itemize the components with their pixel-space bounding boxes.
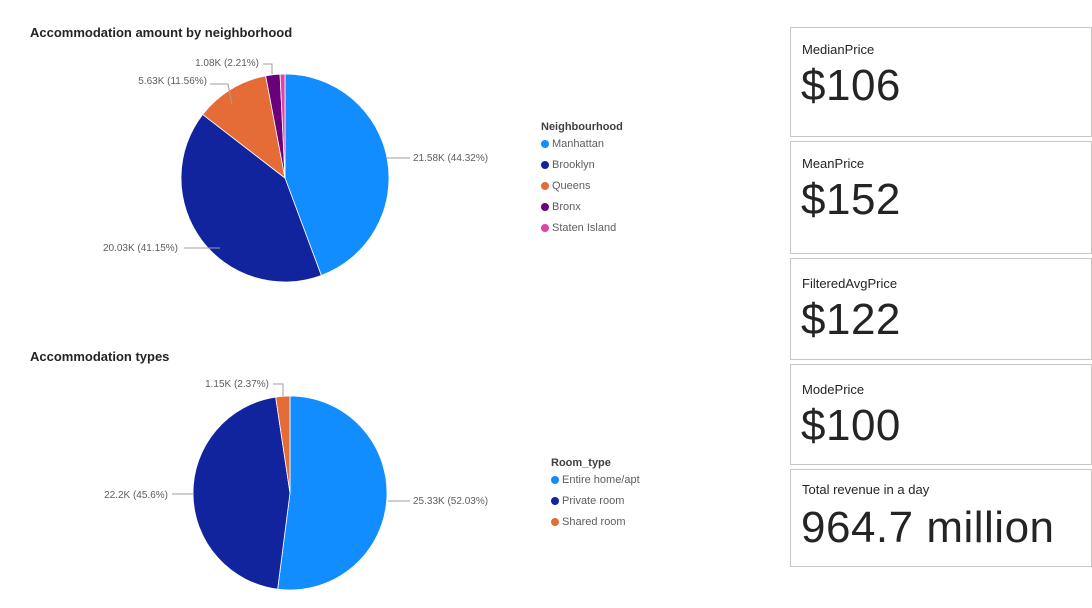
kpi-value: $122 xyxy=(801,295,901,344)
kpi-card-mode-price[interactable]: ModePrice $100 xyxy=(790,364,1092,465)
legend-dot xyxy=(551,518,559,526)
pie-slice-brooklyn[interactable] xyxy=(180,113,322,283)
data-label: 20.03K (41.15%) xyxy=(103,243,178,254)
legend-item-queens[interactable]: Queens xyxy=(541,180,623,201)
pie-slice-entire-home-apt[interactable] xyxy=(277,395,388,591)
data-label: 25.33K (52.03%) xyxy=(413,496,488,507)
legend-label: Staten Island xyxy=(552,222,617,234)
neighborhood-pie-visual: Accommodation amount by neighborhood 21.… xyxy=(0,0,760,300)
data-label-leader-line xyxy=(273,383,284,396)
data-label: 1.15K (2.37%) xyxy=(205,379,269,390)
legend-item-brooklyn[interactable]: Brooklyn xyxy=(541,159,623,180)
kpi-card-total-revenue[interactable]: Total revenue in a day 964.7 million xyxy=(790,469,1092,567)
legend-dot xyxy=(541,182,549,190)
room-type-legend: Room_type Entire home/apt Private room S… xyxy=(551,457,640,537)
legend-dot xyxy=(541,224,549,232)
neighborhood-pie[interactable]: 21.58K (44.32%) 20.03K (41.15%) 5.63K (11.… xyxy=(0,0,760,300)
neighborhood-legend-title: Neighbourhood xyxy=(541,121,623,133)
data-label: 21.58K (44.32%) xyxy=(413,153,488,164)
kpi-value: 964.7 million xyxy=(801,503,1055,552)
kpi-label: ModePrice xyxy=(802,382,865,397)
legend-dot xyxy=(541,203,549,211)
legend-item-manhattan[interactable]: Manhattan xyxy=(541,138,623,159)
data-label: 1.08K (2.21%) xyxy=(195,58,259,69)
room-type-pie-visual: Accommodation types 25.33K (52.03%) 22.2K… xyxy=(0,300,760,600)
kpi-value: $152 xyxy=(801,175,901,224)
legend-item-shared-room[interactable]: Shared room xyxy=(551,516,640,537)
room-type-pie[interactable]: 25.33K (52.03%) 22.2K (45.6%) 1.15K (2.37%… xyxy=(0,300,760,600)
legend-label: Shared room xyxy=(562,516,626,528)
legend-label: Brooklyn xyxy=(552,159,595,171)
pie-slice-manhattan[interactable] xyxy=(284,73,390,276)
legend-label: Manhattan xyxy=(552,138,604,150)
room-type-legend-title: Room_type xyxy=(551,457,611,469)
neighborhood-legend: Neighbourhood Manhattan Brooklyn Queens … xyxy=(541,121,623,243)
kpi-value: $106 xyxy=(801,61,901,110)
kpi-label: MeanPrice xyxy=(802,156,865,171)
data-label-leader-line xyxy=(263,63,273,74)
legend-item-entire-home[interactable]: Entire home/apt xyxy=(551,474,640,495)
pie-slice-private-room[interactable] xyxy=(192,396,291,590)
kpi-label: FilteredAvgPrice xyxy=(802,276,898,291)
legend-label: Bronx xyxy=(552,201,581,213)
kpi-value: $100 xyxy=(801,401,901,450)
legend-dot xyxy=(551,497,559,505)
pie-slice-queens[interactable] xyxy=(202,75,286,179)
legend-label: Queens xyxy=(552,180,591,192)
legend-item-bronx[interactable]: Bronx xyxy=(541,201,623,222)
legend-item-private-room[interactable]: Private room xyxy=(551,495,640,516)
kpi-label: MedianPrice xyxy=(802,42,875,57)
legend-dot xyxy=(551,476,559,484)
neighborhood-chart-title: Accommodation amount by neighborhood xyxy=(30,25,293,40)
data-label-leader-line xyxy=(210,83,233,105)
legend-item-staten-island[interactable]: Staten Island xyxy=(541,222,623,243)
data-label: 5.63K (11.56%) xyxy=(138,76,207,87)
kpi-card-median-price[interactable]: MedianPrice $106 xyxy=(790,27,1092,137)
legend-label: Private room xyxy=(562,495,625,507)
pie-slice-staten-island[interactable] xyxy=(279,73,286,179)
kpi-label: Total revenue in a day xyxy=(802,482,930,497)
room-type-chart-title: Accommodation types xyxy=(30,349,170,364)
legend-dot xyxy=(541,161,549,169)
data-label: 22.2K (45.6%) xyxy=(104,490,168,501)
kpi-card-mean-price[interactable]: MeanPrice $152 xyxy=(790,141,1092,254)
legend-label: Entire home/apt xyxy=(562,474,640,486)
pie-slice-shared-room[interactable] xyxy=(275,395,291,494)
legend-dot xyxy=(541,140,549,148)
kpi-card-filtered-avg-price[interactable]: FilteredAvgPrice $122 xyxy=(790,258,1092,360)
